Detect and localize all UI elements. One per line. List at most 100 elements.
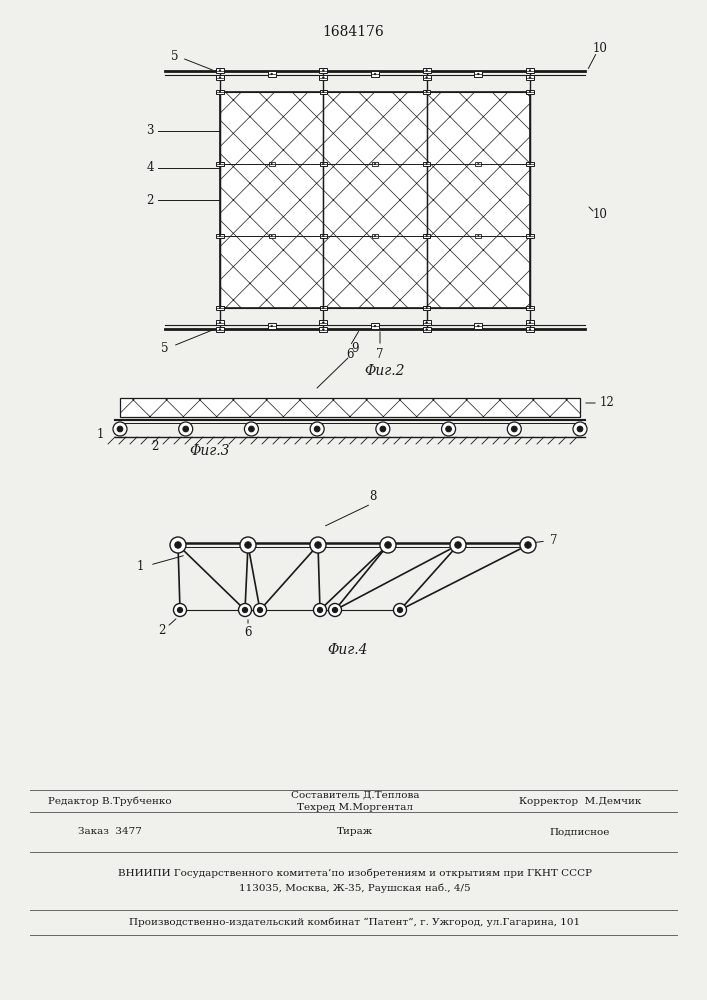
Bar bbox=[323, 92, 426, 308]
Text: 113035, Москва, Ж-35, Раушская наб., 4/5: 113035, Москва, Ж-35, Раушская наб., 4/5 bbox=[239, 883, 471, 893]
Circle shape bbox=[426, 235, 428, 237]
Bar bbox=[423, 234, 431, 238]
Bar bbox=[423, 90, 431, 94]
Circle shape bbox=[520, 537, 536, 553]
Circle shape bbox=[219, 235, 221, 237]
Bar bbox=[475, 162, 481, 166]
Circle shape bbox=[322, 163, 324, 165]
Bar bbox=[526, 75, 534, 80]
Text: 5: 5 bbox=[171, 49, 179, 62]
Bar bbox=[426, 92, 530, 308]
Text: Заказ  3477: Заказ 3477 bbox=[78, 828, 142, 836]
Bar bbox=[527, 234, 534, 238]
Circle shape bbox=[508, 422, 521, 436]
Circle shape bbox=[322, 77, 324, 78]
Circle shape bbox=[315, 426, 320, 432]
Bar bbox=[371, 323, 379, 329]
Circle shape bbox=[310, 537, 326, 553]
Bar bbox=[423, 306, 431, 310]
Circle shape bbox=[271, 325, 272, 327]
Circle shape bbox=[317, 607, 322, 613]
Circle shape bbox=[170, 537, 186, 553]
Circle shape bbox=[322, 70, 324, 71]
Bar bbox=[372, 234, 378, 238]
Circle shape bbox=[477, 73, 479, 75]
Bar bbox=[423, 68, 431, 73]
Circle shape bbox=[219, 77, 221, 78]
Circle shape bbox=[426, 329, 428, 330]
Circle shape bbox=[530, 77, 531, 78]
Circle shape bbox=[394, 603, 407, 616]
Text: 4: 4 bbox=[146, 161, 153, 174]
Text: 2: 2 bbox=[158, 624, 165, 637]
Text: Корректор  М.Демчик: Корректор М.Демчик bbox=[519, 796, 641, 806]
Circle shape bbox=[450, 537, 466, 553]
Bar bbox=[320, 327, 327, 332]
Bar bbox=[216, 327, 224, 332]
Circle shape bbox=[245, 422, 259, 436]
Text: ВНИИПИ Государственного комитета’по изобретениям и открытиям при ГКНТ СССР: ВНИИПИ Государственного комитета’по изоб… bbox=[118, 868, 592, 878]
Bar bbox=[423, 320, 431, 325]
Bar bbox=[372, 162, 378, 166]
Circle shape bbox=[374, 325, 376, 327]
Text: Φиг.4: Φиг.4 bbox=[328, 643, 368, 657]
Bar bbox=[423, 162, 431, 166]
Circle shape bbox=[530, 235, 531, 237]
Bar bbox=[526, 327, 534, 332]
Bar bbox=[120, 398, 580, 417]
Bar bbox=[371, 71, 379, 77]
Bar bbox=[216, 320, 224, 325]
Bar bbox=[527, 162, 534, 166]
Circle shape bbox=[573, 422, 587, 436]
Text: 9: 9 bbox=[351, 342, 358, 355]
Circle shape bbox=[271, 163, 272, 165]
Circle shape bbox=[446, 426, 451, 432]
Bar bbox=[474, 323, 482, 329]
Circle shape bbox=[315, 542, 321, 548]
Bar bbox=[320, 306, 327, 310]
Text: 8: 8 bbox=[369, 490, 377, 504]
Circle shape bbox=[175, 542, 181, 548]
Circle shape bbox=[219, 329, 221, 330]
Bar bbox=[527, 306, 534, 310]
Circle shape bbox=[380, 426, 385, 432]
Circle shape bbox=[329, 603, 341, 616]
Bar bbox=[527, 90, 534, 94]
Circle shape bbox=[511, 426, 517, 432]
Circle shape bbox=[257, 607, 262, 613]
Circle shape bbox=[238, 603, 252, 616]
Text: Тираж: Тираж bbox=[337, 828, 373, 836]
Bar bbox=[220, 92, 323, 308]
Bar bbox=[216, 68, 224, 73]
Text: Составитель Д.Теплова: Составитель Д.Теплова bbox=[291, 790, 419, 800]
Text: 1: 1 bbox=[136, 560, 144, 574]
Text: 1684176: 1684176 bbox=[322, 25, 384, 39]
Bar bbox=[269, 234, 275, 238]
Bar bbox=[320, 320, 327, 325]
Circle shape bbox=[219, 307, 221, 309]
Circle shape bbox=[113, 422, 127, 436]
Circle shape bbox=[310, 422, 324, 436]
Bar bbox=[320, 68, 327, 73]
Circle shape bbox=[385, 542, 391, 548]
Circle shape bbox=[240, 537, 256, 553]
Bar bbox=[216, 90, 223, 94]
Circle shape bbox=[219, 322, 221, 323]
Bar bbox=[423, 327, 431, 332]
Bar bbox=[526, 320, 534, 325]
Bar bbox=[474, 71, 482, 77]
Circle shape bbox=[525, 542, 531, 548]
Circle shape bbox=[271, 73, 272, 75]
Text: Подписное: Подписное bbox=[550, 828, 610, 836]
Bar bbox=[220, 92, 530, 308]
Circle shape bbox=[442, 422, 455, 436]
Circle shape bbox=[313, 603, 327, 616]
Circle shape bbox=[477, 325, 479, 327]
Circle shape bbox=[332, 607, 338, 613]
Bar bbox=[475, 234, 481, 238]
Text: 2: 2 bbox=[146, 194, 153, 207]
Text: 2: 2 bbox=[151, 440, 158, 454]
Text: Редактор В.Трубченко: Редактор В.Трубченко bbox=[48, 796, 172, 806]
Circle shape bbox=[219, 91, 221, 93]
Circle shape bbox=[530, 163, 531, 165]
